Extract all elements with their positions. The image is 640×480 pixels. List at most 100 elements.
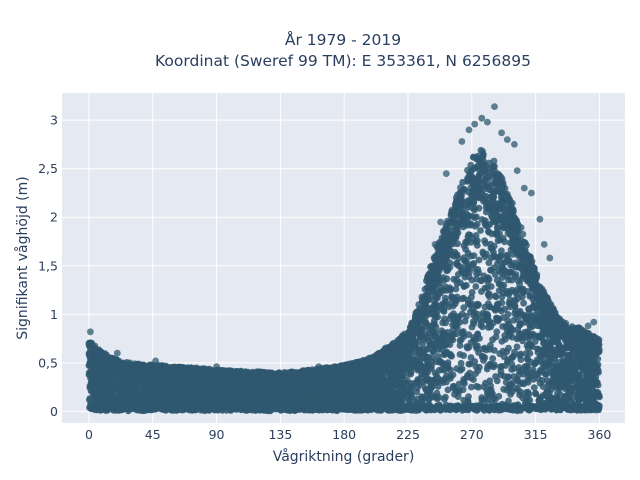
data-point bbox=[461, 257, 469, 265]
data-point bbox=[444, 386, 452, 394]
data-point bbox=[517, 350, 524, 358]
data-point bbox=[475, 301, 482, 309]
data-point bbox=[493, 314, 500, 322]
data-point bbox=[490, 264, 498, 272]
data-point bbox=[443, 361, 451, 369]
data-point bbox=[472, 313, 480, 321]
chart-title-line-2: Koordinat (Sweref 99 TM): E 353361, N 62… bbox=[155, 52, 531, 70]
data-point bbox=[527, 292, 535, 299]
data-point bbox=[478, 396, 486, 404]
data-point bbox=[318, 385, 326, 393]
data-point bbox=[392, 395, 400, 403]
data-point bbox=[468, 383, 475, 391]
data-point bbox=[505, 320, 513, 328]
data-point bbox=[500, 259, 508, 266]
data-point bbox=[528, 312, 536, 320]
data-point bbox=[414, 378, 422, 386]
data-point bbox=[501, 332, 509, 339]
data-point bbox=[485, 324, 492, 331]
data-point bbox=[255, 383, 262, 391]
data-point bbox=[457, 336, 465, 343]
data-point bbox=[490, 363, 498, 371]
data-point bbox=[512, 271, 520, 278]
data-point bbox=[490, 248, 497, 256]
data-point bbox=[107, 388, 115, 395]
data-point bbox=[499, 323, 506, 330]
data-point bbox=[511, 384, 519, 392]
data-point bbox=[527, 358, 535, 366]
data-point bbox=[461, 273, 469, 281]
data-point bbox=[464, 221, 472, 229]
data-point bbox=[465, 393, 472, 400]
data-point bbox=[465, 360, 473, 368]
data-point bbox=[530, 384, 538, 391]
data-point bbox=[452, 260, 460, 268]
data-point bbox=[453, 365, 461, 372]
data-point bbox=[413, 384, 421, 392]
data-point bbox=[515, 330, 523, 337]
data-point bbox=[174, 386, 182, 393]
data-point bbox=[432, 329, 440, 337]
data-point bbox=[465, 331, 473, 339]
data-point bbox=[478, 288, 485, 295]
data-point bbox=[584, 358, 592, 365]
data-point bbox=[466, 369, 474, 377]
data-point bbox=[528, 343, 536, 350]
data-point bbox=[456, 351, 464, 358]
data-point bbox=[492, 230, 500, 238]
data-point bbox=[486, 303, 494, 311]
data-point bbox=[396, 367, 403, 375]
data-point bbox=[498, 363, 505, 370]
data-point bbox=[407, 387, 415, 395]
data-point bbox=[449, 302, 457, 310]
data-point bbox=[473, 220, 481, 228]
data-point bbox=[555, 342, 562, 349]
data-point bbox=[485, 228, 492, 235]
data-point bbox=[513, 343, 521, 351]
data-point bbox=[434, 378, 442, 386]
data-point bbox=[302, 382, 310, 390]
data-point bbox=[468, 300, 476, 308]
data-point bbox=[477, 277, 485, 285]
data-point bbox=[193, 385, 201, 393]
data-point bbox=[483, 284, 491, 291]
data-point bbox=[439, 330, 446, 338]
data-point bbox=[486, 318, 494, 325]
data-point bbox=[550, 375, 557, 383]
data-point bbox=[220, 397, 228, 405]
data-point bbox=[374, 382, 382, 390]
data-point bbox=[500, 266, 508, 274]
data-point bbox=[527, 324, 534, 331]
data-point bbox=[516, 368, 523, 375]
data-point bbox=[556, 351, 564, 358]
data-point bbox=[418, 393, 425, 400]
data-points bbox=[85, 103, 603, 415]
data-point bbox=[485, 259, 493, 267]
data-point bbox=[520, 299, 527, 307]
data-point bbox=[483, 310, 490, 318]
data-point bbox=[564, 353, 572, 360]
data-point bbox=[577, 363, 585, 371]
data-point bbox=[124, 386, 132, 393]
data-point bbox=[521, 363, 529, 370]
data-point bbox=[468, 293, 475, 301]
data-point bbox=[539, 383, 547, 390]
data-point bbox=[451, 313, 459, 320]
data-point bbox=[524, 388, 532, 396]
data-point bbox=[498, 338, 506, 345]
data-point bbox=[453, 330, 461, 338]
data-point bbox=[481, 217, 489, 225]
data-point bbox=[472, 336, 480, 343]
data-point bbox=[467, 252, 475, 260]
data-point bbox=[460, 396, 468, 404]
data-point bbox=[492, 293, 500, 301]
data-point bbox=[465, 231, 473, 239]
data-point bbox=[470, 320, 478, 327]
data-point bbox=[494, 237, 502, 245]
data-point bbox=[511, 302, 519, 310]
data-point bbox=[595, 392, 603, 400]
data-point bbox=[472, 283, 480, 290]
data-point bbox=[479, 345, 487, 353]
data-point bbox=[487, 240, 494, 248]
data-point bbox=[481, 237, 488, 245]
